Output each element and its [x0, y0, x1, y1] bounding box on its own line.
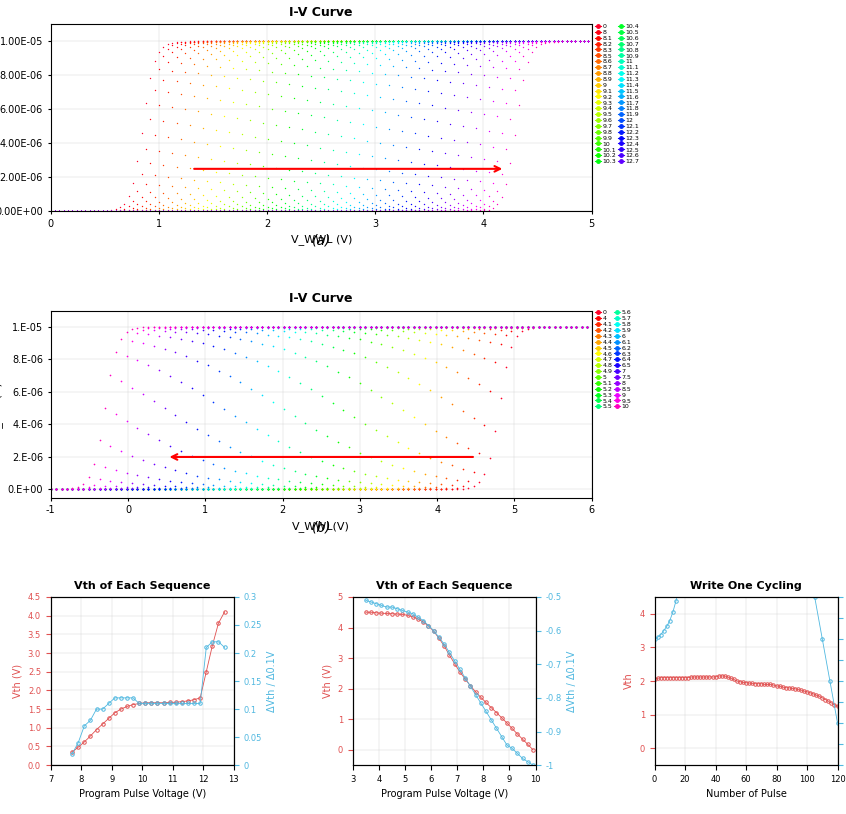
Title: I-V Curve: I-V Curve [289, 6, 353, 19]
Y-axis label: Vth (V): Vth (V) [322, 664, 332, 698]
Y-axis label: I_OUT(V): I_OUT(V) [0, 379, 2, 429]
Title: Write One Cycling: Write One Cycling [690, 580, 802, 591]
Legend: 0, 4, 4.1, 4.2, 4.3, 4.4, 4.5, 4.6, 4.7, 4.8, 4.9, 5, 5.1, 5.2, 5.3, 5.4, 5.5, 5: 0, 4, 4.1, 4.2, 4.3, 4.4, 4.5, 4.6, 4.7,… [595, 310, 632, 409]
Y-axis label: ΔVth / Δ0.1V: ΔVth / Δ0.1V [567, 650, 577, 711]
X-axis label: Number of Pulse: Number of Pulse [706, 790, 787, 799]
Legend: 0, 8, 8.1, 8.2, 8.3, 8.5, 8.6, 8.7, 8.8, 8.9, 9, 9.1, 9.2, 9.3, 9.4, 9.5, 9.6, 9: 0, 8, 8.1, 8.2, 8.3, 8.5, 8.6, 8.7, 8.8,… [595, 24, 640, 164]
X-axis label: V_WWL (V): V_WWL (V) [290, 234, 352, 245]
Text: (a): (a) [311, 234, 331, 248]
Title: Vth of Each Sequence: Vth of Each Sequence [376, 580, 513, 591]
Y-axis label: Vth (V): Vth (V) [12, 664, 22, 698]
Title: I-V Curve: I-V Curve [289, 292, 353, 305]
Y-axis label: Vth: Vth [624, 672, 634, 689]
X-axis label: V_WWL(V): V_WWL(V) [292, 521, 350, 532]
X-axis label: Program Pulse Voltage (V): Program Pulse Voltage (V) [79, 790, 206, 799]
X-axis label: Program Pulse Voltage (V): Program Pulse Voltage (V) [381, 790, 508, 799]
Y-axis label: ΔVth / Δ0.1V: ΔVth / Δ0.1V [267, 650, 277, 711]
Title: Vth of Each Sequence: Vth of Each Sequence [74, 580, 211, 591]
Text: (b): (b) [311, 520, 331, 534]
